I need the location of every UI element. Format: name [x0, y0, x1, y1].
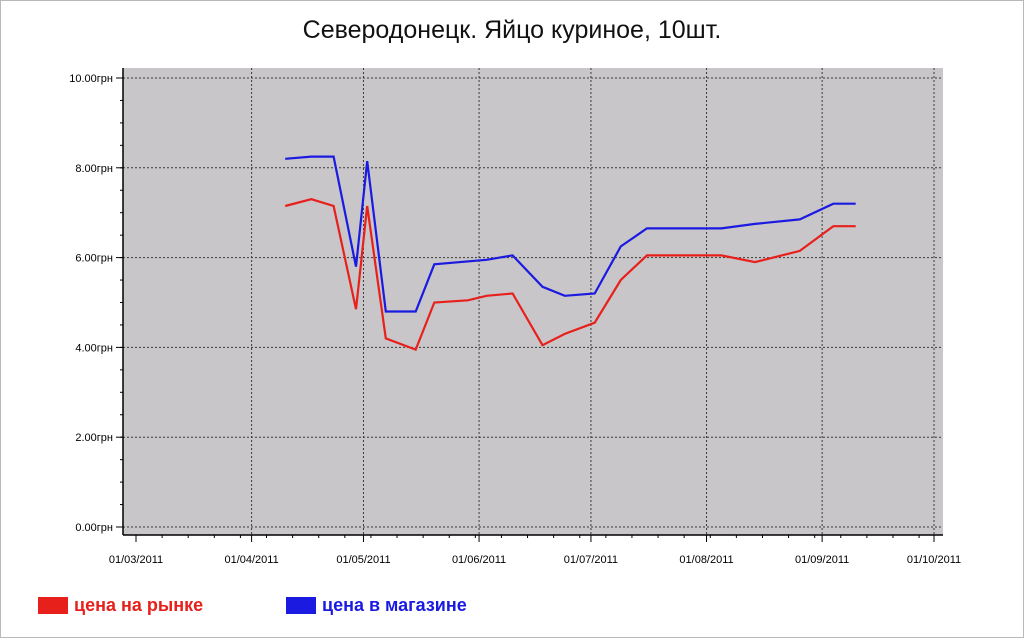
x-tick-label: 01/08/2011 [679, 554, 733, 566]
x-tick-label: 01/07/2011 [564, 554, 618, 566]
series-line-0 [284, 198, 856, 352]
y-tick-label: 0.00грн [75, 522, 113, 534]
x-tick-label: 01/10/2011 [907, 554, 961, 566]
y-tick-label: 10.00грн [69, 73, 113, 85]
series-line-1 [285, 155, 856, 313]
y-tick-label: 6.00грн [75, 253, 113, 265]
grid-lines [123, 68, 943, 535]
axes: 01/03/2011 01/04/2011 01/05/2011 01/06/2011… [69, 68, 961, 566]
x-tick-label: 01/03/2011 [109, 554, 163, 566]
chart-title: Северодонецк. Яйцо куриное, 10шт. [302, 16, 722, 44]
y-tick-label: 8.00грн [75, 163, 113, 175]
x-tick-label: 01/09/2011 [795, 554, 849, 566]
legend-swatch-market [38, 596, 68, 614]
series-lines [284, 155, 856, 352]
legend-swatch-store [286, 596, 316, 614]
legend-label-market: цена на рынке [74, 594, 204, 615]
plot-area [123, 68, 943, 535]
legend-item-market: цена на рынке [38, 592, 203, 618]
legend-label-store: цена в магазине [322, 594, 467, 615]
y-tick-label: 2.00грн [75, 432, 113, 444]
legend-item-store: цена в магазине [286, 592, 467, 618]
x-tick-label: 01/04/2011 [224, 554, 278, 566]
x-tick-label: 01/06/2011 [452, 554, 506, 566]
y-tick-label: 4.00грн [75, 342, 113, 354]
x-tick-label: 01/05/2011 [336, 554, 390, 566]
